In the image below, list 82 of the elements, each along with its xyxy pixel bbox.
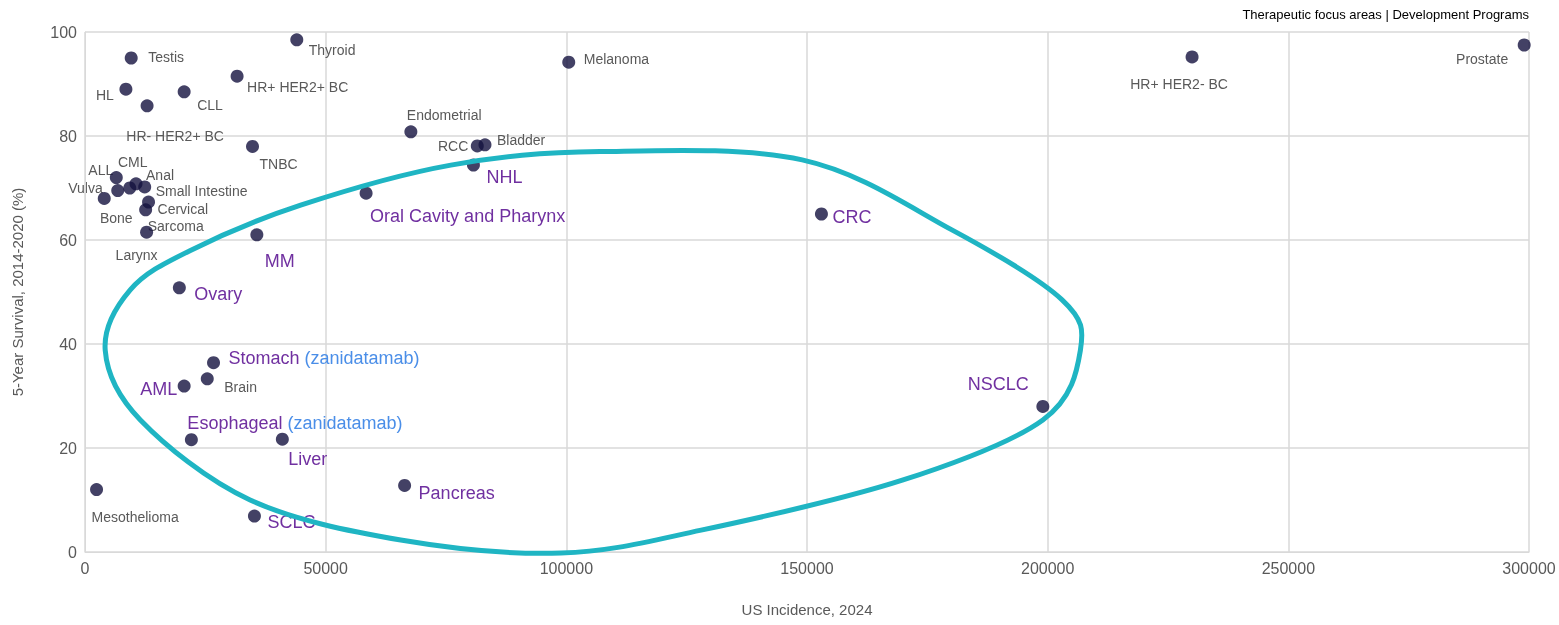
- point: [1185, 50, 1199, 64]
- annotation: CLL: [197, 96, 224, 113]
- annotation: TNBC: [259, 156, 298, 173]
- annotation: MM: [264, 250, 295, 271]
- annotation: Sarcoma: [147, 217, 204, 234]
- annotation: Vulva: [68, 179, 103, 196]
- y-axis-title: 5-Year Survival, 2014-2020 (%): [9, 187, 26, 397]
- x-tick-label: 0: [80, 559, 90, 577]
- point: [138, 180, 152, 194]
- point: [90, 483, 104, 497]
- point: [177, 379, 191, 393]
- x-tick-label: 100000: [539, 559, 594, 577]
- y-tick-label: 60: [59, 231, 78, 249]
- annotation: Bladder: [496, 131, 546, 148]
- x-tick-label: 150000: [780, 559, 834, 577]
- x-tick-label: 200000: [1020, 559, 1075, 577]
- annotation: HR+ HER2- BC: [1130, 75, 1228, 92]
- annotation: AML: [140, 379, 178, 400]
- annotation: Cervical: [157, 201, 209, 218]
- annotation: Esophageal (zanidatamab): [187, 412, 403, 433]
- annotation: Ovary: [194, 283, 243, 304]
- point: [275, 432, 289, 446]
- annotation: Melanoma: [583, 51, 650, 68]
- point: [246, 139, 259, 153]
- annotation: HR- HER2+ BC: [126, 127, 224, 144]
- point: [478, 138, 492, 152]
- x-tick-label: 250000: [1261, 559, 1316, 577]
- point: [124, 51, 138, 65]
- point: [247, 509, 261, 523]
- annotation: Endometrial: [406, 106, 482, 123]
- point: [119, 82, 133, 96]
- point: [200, 372, 214, 386]
- text: Development Programs: [1392, 7, 1530, 22]
- annotation: Mesothelioma: [91, 508, 179, 525]
- point: [184, 433, 198, 447]
- y-tick-label: 80: [59, 127, 78, 145]
- annotation: ALL: [88, 161, 114, 178]
- annotation: Oral Cavity and Pharynx: [370, 206, 566, 227]
- annotation: CRC: [832, 207, 872, 227]
- annotation: Pancreas: [418, 483, 495, 504]
- point: [139, 203, 153, 217]
- x-axis-title: US Incidence, 2024: [741, 601, 873, 618]
- text: Therapeutic focus areas: [1242, 7, 1383, 22]
- annotation: HR+ HER2+ BC: [247, 79, 349, 96]
- annotation: Small Intestine: [155, 182, 248, 199]
- annotation: Brain: [224, 378, 257, 395]
- annotation: RCC: [437, 137, 469, 154]
- point: [250, 228, 264, 242]
- annotation: Thyroid: [308, 41, 356, 58]
- point: [359, 186, 373, 200]
- point: [172, 281, 186, 295]
- text: |: [1385, 7, 1389, 22]
- point: [404, 125, 418, 139]
- annotation: Bone: [99, 210, 133, 227]
- y-tick-label: 0: [68, 543, 78, 561]
- x-tick-label: 50000: [303, 559, 349, 577]
- point: [1036, 399, 1050, 413]
- annotation: CML: [117, 154, 148, 170]
- point: [398, 478, 412, 492]
- point: [111, 184, 125, 198]
- x-tick-label: 300000: [1502, 559, 1556, 577]
- point: [207, 356, 221, 370]
- point: [230, 69, 244, 83]
- point: [177, 85, 191, 99]
- annotation: Stomach (zanidatamab): [228, 347, 420, 368]
- y-tick-label: 40: [59, 335, 78, 353]
- annotation: Prostate: [1456, 51, 1509, 67]
- point: [562, 55, 576, 69]
- y-tick-label: 100: [50, 23, 78, 41]
- y-tick-label: 20: [59, 439, 78, 457]
- annotation: Larynx: [115, 247, 158, 264]
- annotation: Liver: [288, 449, 328, 470]
- point: [140, 99, 154, 113]
- annotation: Testis: [148, 49, 184, 65]
- annotation: NSCLC: [967, 374, 1029, 395]
- point: [97, 191, 111, 205]
- annotation: Anal: [146, 166, 175, 183]
- point: [290, 33, 304, 47]
- annotation: NHL: [486, 167, 523, 188]
- point: [814, 207, 828, 221]
- annotation: HL: [96, 87, 115, 104]
- point: [1517, 38, 1531, 52]
